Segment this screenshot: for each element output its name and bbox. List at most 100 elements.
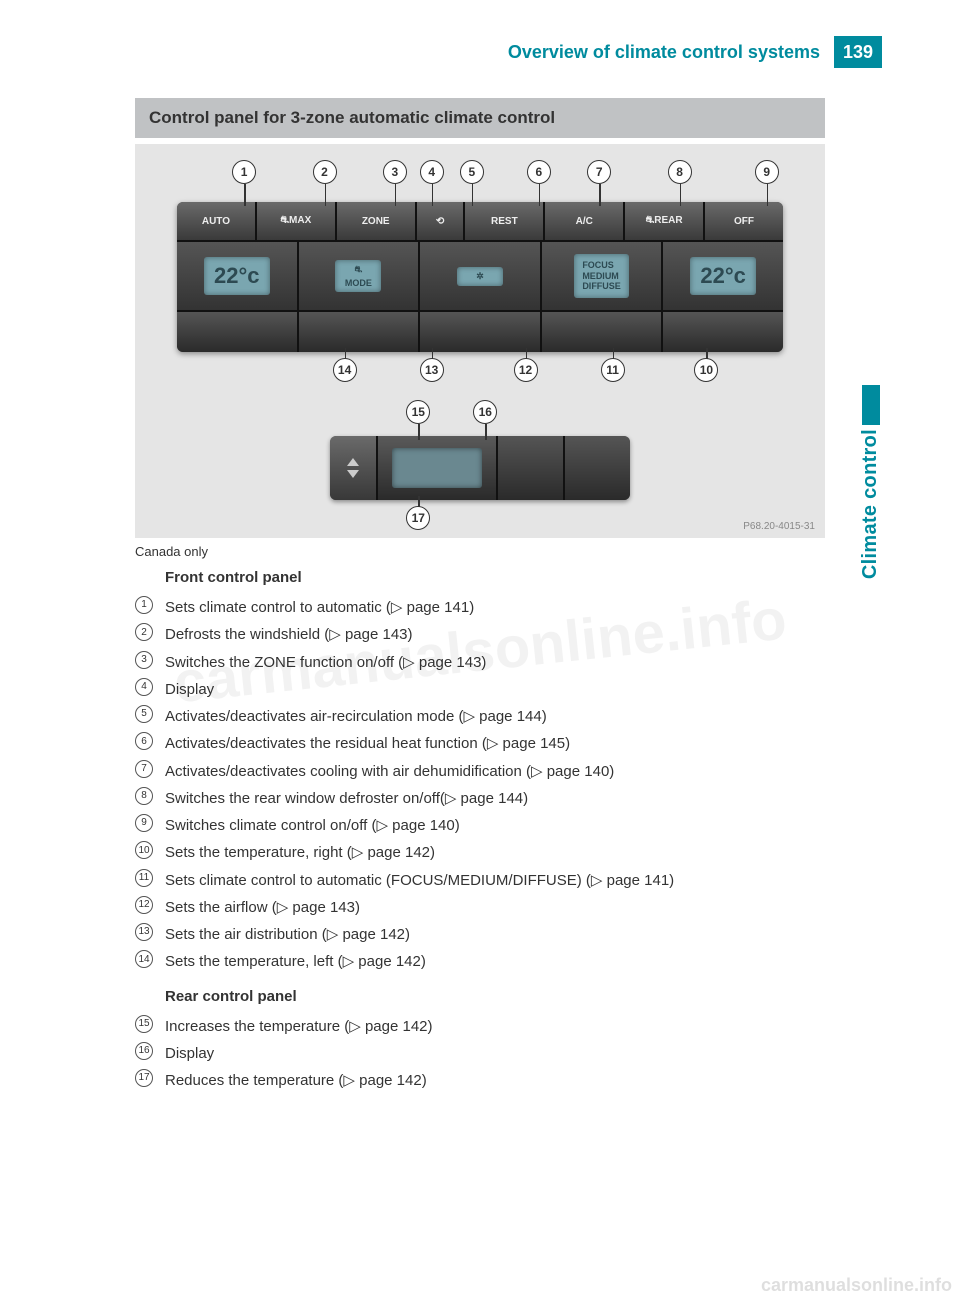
lead-line <box>244 184 246 206</box>
panel-button: A/C <box>545 202 625 240</box>
item-text: Increases the temperature (▷ page 142) <box>165 1015 433 1038</box>
rear-panel-heading: Rear control panel <box>165 988 825 1005</box>
airflow-lcd: ✲ <box>457 267 503 286</box>
panel-button: REST <box>465 202 545 240</box>
marker-circle: 11 <box>135 869 153 887</box>
panel-button: ⛐MAX <box>257 202 337 240</box>
marker-circle: 10 <box>135 841 153 859</box>
lead-line <box>485 424 487 440</box>
item-text: Switches the ZONE function on/off (▷ pag… <box>165 651 486 674</box>
item-text: Sets the air distribution (▷ page 142) <box>165 923 410 946</box>
list-item: 4Display <box>135 678 825 701</box>
list-item: 6Activates/deactivates the residual heat… <box>135 732 825 755</box>
list-item: 2Defrosts the windshield (▷ page 143) <box>135 623 825 646</box>
marker-circle: 1 <box>135 596 153 614</box>
item-text: Sets the airflow (▷ page 143) <box>165 896 360 919</box>
mode-label: MODE <box>345 278 372 288</box>
list-item: 16 Display <box>135 1042 825 1065</box>
knob <box>177 312 299 352</box>
front-panel-heading: Front control panel <box>165 569 825 586</box>
item-marker: 17 <box>135 1069 165 1087</box>
left-temp-display: 22°c <box>177 242 299 310</box>
marker-circle: 15 <box>135 1015 153 1033</box>
footer-watermark: carmanualsonline.info <box>761 1275 952 1296</box>
arrow-up-icon <box>347 458 359 466</box>
header-title: Overview of climate control systems <box>508 36 834 68</box>
page-content: Control panel for 3-zone automatic clima… <box>0 68 960 1092</box>
list-item: 5Activates/deactivates air-recirculation… <box>135 705 825 728</box>
marker-circle: 7 <box>135 760 153 778</box>
marker-circle: 3 <box>135 651 153 669</box>
list-item: 17Reduces the temperature (▷ page 142) <box>135 1069 825 1092</box>
lead-line <box>325 184 327 206</box>
list-item: 15 Increases the temperature (▷ page 142) <box>135 1015 825 1038</box>
manual-page: Overview of climate control systems 139 … <box>0 0 960 1302</box>
list-item: 7 Activates/deactivates cooling with air … <box>135 760 825 783</box>
airflow-display: ✲ <box>420 242 542 310</box>
marker-circle: 9 <box>135 814 153 832</box>
item-text: Sets climate control to automatic (FOCUS… <box>165 869 674 892</box>
rear-lcd <box>392 448 482 488</box>
list-item: 1 Sets climate control to automatic (▷ pa… <box>135 596 825 619</box>
item-text: Sets climate control to automatic (▷ pag… <box>165 596 474 619</box>
marker-circle: 8 <box>135 787 153 805</box>
callout-14: 14 <box>333 358 357 382</box>
item-marker: 14 <box>135 950 165 968</box>
focus-display: FOCUSMEDIUMDIFFUSE <box>542 242 664 310</box>
marker-circle: 14 <box>135 950 153 968</box>
item-marker: 12 <box>135 896 165 914</box>
item-marker: 15 <box>135 1015 165 1033</box>
list-item: 12 Sets the airflow (▷ page 143) <box>135 896 825 919</box>
callout-13: 13 <box>420 358 444 382</box>
right-temp-display: 22°c <box>663 242 783 310</box>
panel-button: AUTO <box>177 202 257 240</box>
callout-1: 1 <box>232 160 256 184</box>
panel-button: OFF <box>705 202 783 240</box>
callout-6: 6 <box>527 160 551 184</box>
list-item: 14 Sets the temperature, left (▷ page 142… <box>135 950 825 973</box>
page-header: Overview of climate control systems 139 <box>0 36 960 68</box>
marker-circle: 5 <box>135 705 153 723</box>
knob <box>542 312 664 352</box>
arrow-down-icon <box>347 470 359 478</box>
item-text: Display <box>165 1042 214 1065</box>
item-text: Display <box>165 678 214 701</box>
item-marker: 8 <box>135 787 165 805</box>
item-marker: 4 <box>135 678 165 696</box>
lead-line <box>432 184 434 206</box>
panel-button: ZONE <box>337 202 417 240</box>
callout-12: 12 <box>514 358 538 382</box>
item-marker: 7 <box>135 760 165 778</box>
rear-item-list: 15 Increases the temperature (▷ page 142)… <box>135 1015 825 1093</box>
callout-5: 5 <box>460 160 484 184</box>
lead-line <box>472 184 474 206</box>
marker-circle: 6 <box>135 732 153 750</box>
item-marker: 1 <box>135 596 165 614</box>
item-text: Sets the temperature, left (▷ page 142) <box>165 950 426 973</box>
defrost-icon: ⛐ <box>355 264 363 276</box>
list-item: 11 Sets climate control to automatic (FOC… <box>135 869 825 892</box>
list-item: 9Switches climate control on/off (▷ page… <box>135 814 825 837</box>
lead-line <box>680 184 682 206</box>
front-panel-figure: 123456789 AUTO⛐MAXZONE⟲RESTA/C⛐REAROFF 2… <box>145 154 815 384</box>
callout-7: 7 <box>587 160 611 184</box>
callout-4: 4 <box>420 160 444 184</box>
item-marker: 6 <box>135 732 165 750</box>
item-marker: 16 <box>135 1042 165 1060</box>
marker-circle: 12 <box>135 896 153 914</box>
display-row: 22°c ⛐ MODE ✲ <box>177 242 783 312</box>
lead-line <box>767 184 769 206</box>
knob-row <box>177 312 783 352</box>
marker-circle: 16 <box>135 1042 153 1060</box>
lead-line <box>418 424 420 440</box>
item-text: Activates/deactivates cooling with air d… <box>165 760 614 783</box>
rear-temp-arrows <box>330 436 378 500</box>
left-temp-lcd: 22°c <box>204 257 270 295</box>
lead-line <box>599 184 601 206</box>
item-marker: 3 <box>135 651 165 669</box>
callout-10: 10 <box>694 358 718 382</box>
item-marker: 10 <box>135 841 165 859</box>
callout-9: 9 <box>755 160 779 184</box>
marker-circle: 13 <box>135 923 153 941</box>
item-text: Sets the temperature, right (▷ page 142) <box>165 841 435 864</box>
